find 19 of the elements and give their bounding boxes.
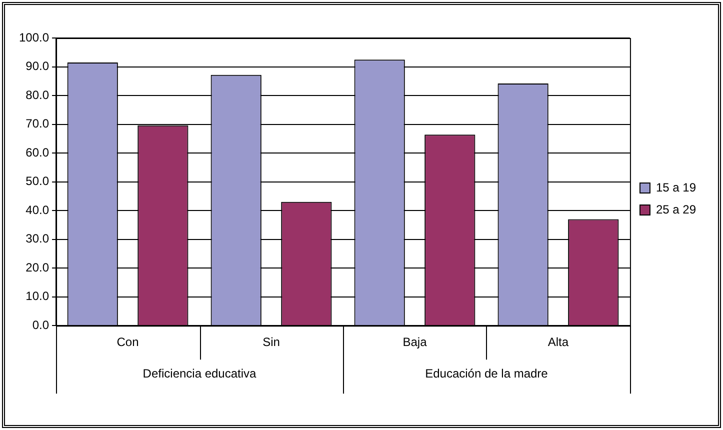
y-tick-label: 70.0 [26,116,50,131]
y-tick-label: 40.0 [26,202,50,217]
y-tick-label: 30.0 [26,232,50,246]
x-tick-label: Baja [402,335,428,350]
y-tick-label: 0.0 [32,318,50,332]
x-tick-label: Con [116,335,139,350]
text: Educación de la madre [425,366,548,381]
legend-label: 25 a 29 [656,202,696,216]
y-tick-label: 60.0 [26,145,50,160]
y-tick-label: 10.0 [26,289,50,304]
y-tick-label: 50.0 [26,174,50,188]
y-tick-label: 90.0 [26,59,50,74]
text: Deficiencia educativa [142,366,257,381]
x-tick-label: Alta [548,335,569,350]
x-tick-label: Sin [262,335,280,350]
y-tick-label: 20.0 [26,260,50,274]
y-tick-label: 80.0 [26,88,50,102]
y-tick-label: 100.0 [19,30,50,44]
legend-label: 15 a 19 [656,180,696,194]
